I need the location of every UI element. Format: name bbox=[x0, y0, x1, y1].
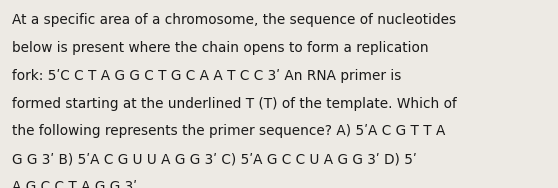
Text: below is present where the chain opens to form a replication: below is present where the chain opens t… bbox=[12, 41, 429, 55]
Text: formed starting at the underlined T (T) of the template. Which of: formed starting at the underlined T (T) … bbox=[12, 97, 457, 111]
Text: G G 3ʹ B) 5ʹA C G U U A G G 3ʹ C) 5ʹA G C C U A G G 3ʹ D) 5ʹ: G G 3ʹ B) 5ʹA C G U U A G G 3ʹ C) 5ʹA G … bbox=[12, 152, 417, 166]
Text: A G C C T A G G 3ʹ: A G C C T A G G 3ʹ bbox=[12, 180, 137, 188]
Text: the following represents the primer sequence? A) 5ʹA C G T T A: the following represents the primer sequ… bbox=[12, 124, 446, 138]
Text: At a specific area of a chromosome, the sequence of nucleotides: At a specific area of a chromosome, the … bbox=[12, 13, 456, 27]
Text: fork: 5ʹC C T A G G C T G C A A T C C 3ʹ An RNA primer is: fork: 5ʹC C T A G G C T G C A A T C C 3ʹ… bbox=[12, 69, 402, 83]
